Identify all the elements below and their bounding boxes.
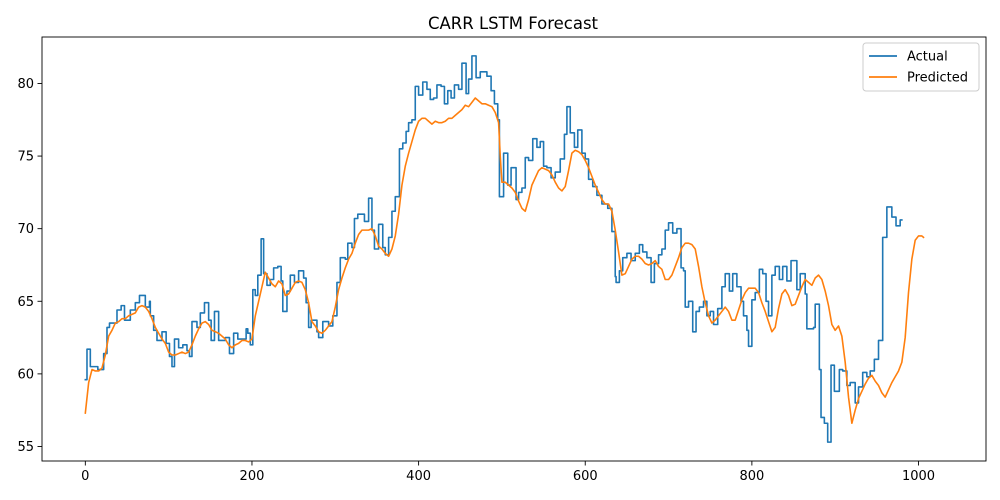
legend-label-predicted: Predicted: [907, 71, 968, 86]
y-tick-label: 55: [17, 440, 34, 455]
x-tick-label: 0: [81, 469, 89, 484]
legend-box: [862, 42, 980, 92]
y-tick-label: 80: [17, 77, 34, 92]
x-tick-label: 800: [739, 469, 764, 484]
series-layer: [84, 55, 925, 443]
y-tick-label: 60: [17, 367, 34, 382]
x-tick-label: 600: [573, 469, 598, 484]
axes-layer: 0 200 400 600 800 1000 55 60 65 70 75 80: [17, 36, 987, 484]
x-tick-label: 400: [406, 469, 431, 484]
y-tick-label: 70: [17, 222, 34, 237]
series-line-actual: [84, 55, 903, 443]
x-tick-label: 1000: [902, 469, 935, 484]
plot-area: [42, 37, 986, 461]
axes-frame: [41, 36, 987, 462]
y-tick-label: 75: [17, 150, 34, 165]
y-tick-label: 65: [17, 295, 34, 310]
legend-label-actual: Actual: [907, 50, 948, 65]
plot-background: [42, 37, 986, 461]
chart-title: CARR LSTM Forecast: [428, 14, 599, 33]
legend: Actual Predicted: [862, 42, 980, 92]
series-line-predicted: [84, 97, 925, 425]
x-tick-label: 200: [240, 469, 265, 484]
